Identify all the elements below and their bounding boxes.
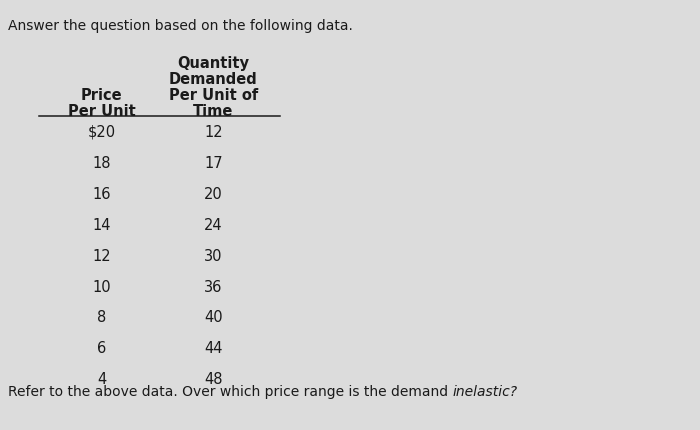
- Text: 20: 20: [204, 187, 223, 202]
- Text: 17: 17: [204, 156, 223, 171]
- Text: Answer the question based on the following data.: Answer the question based on the followi…: [8, 19, 354, 34]
- Text: 10: 10: [92, 280, 111, 295]
- Text: Refer to the above data. Over which price range is the demand: Refer to the above data. Over which pric…: [8, 385, 453, 399]
- Text: 16: 16: [92, 187, 111, 202]
- Text: $20: $20: [88, 125, 116, 140]
- Text: 4: 4: [97, 372, 106, 387]
- Text: 36: 36: [204, 280, 223, 295]
- Text: Demanded: Demanded: [169, 72, 258, 87]
- Text: Per Unit: Per Unit: [68, 104, 135, 119]
- Text: 8: 8: [97, 310, 106, 326]
- Text: 24: 24: [204, 218, 223, 233]
- Text: Price: Price: [80, 88, 122, 103]
- Text: inelastic?: inelastic?: [453, 385, 518, 399]
- Text: 44: 44: [204, 341, 223, 356]
- Text: 40: 40: [204, 310, 223, 326]
- Text: 18: 18: [92, 156, 111, 171]
- Text: 12: 12: [204, 125, 223, 140]
- Text: 6: 6: [97, 341, 106, 356]
- Text: 30: 30: [204, 249, 223, 264]
- Text: 14: 14: [92, 218, 111, 233]
- Text: Quantity: Quantity: [178, 56, 249, 71]
- Text: 48: 48: [204, 372, 223, 387]
- Text: Time: Time: [193, 104, 234, 119]
- Text: 12: 12: [92, 249, 111, 264]
- Text: Per Unit of: Per Unit of: [169, 88, 258, 103]
